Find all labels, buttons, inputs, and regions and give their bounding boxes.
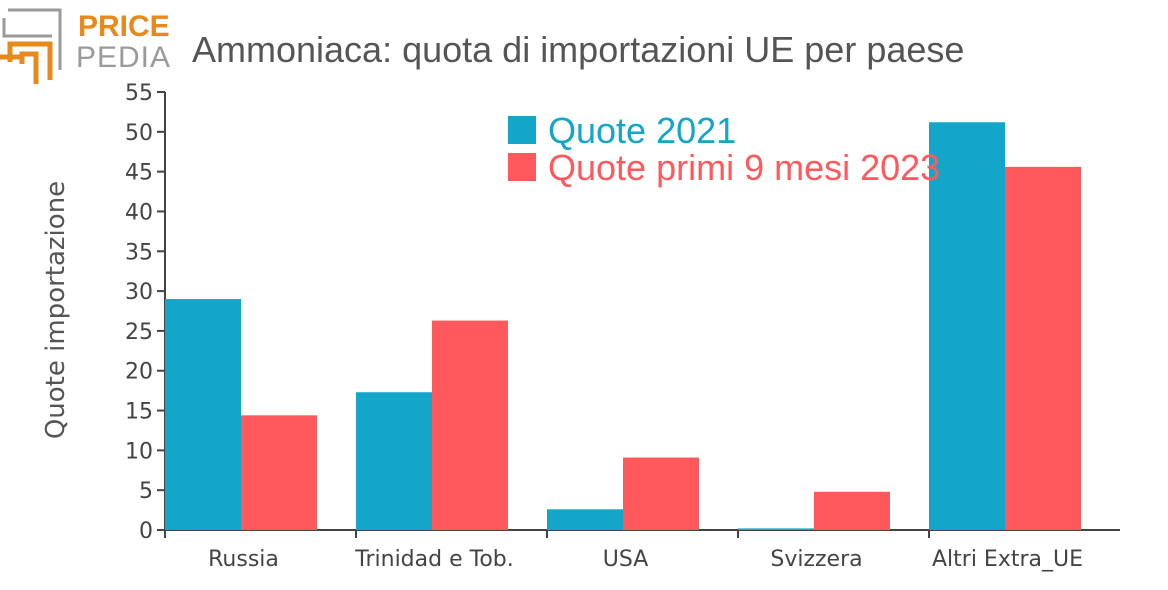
y-tick-label: 25 xyxy=(125,320,153,345)
y-ticks: 0 5 10 15 20 25 30 35 40 45 50 55 xyxy=(125,81,165,544)
bar-quote-2023-4 xyxy=(1005,166,1081,530)
bar-quote-2021-0 xyxy=(165,299,241,530)
y-tick-label: 35 xyxy=(125,240,153,265)
x-tick-label: USA xyxy=(603,547,649,572)
y-tick-label: 30 xyxy=(125,280,153,305)
logo-pedia-text: PEDIA xyxy=(76,41,171,74)
y-tick-label: 0 xyxy=(139,519,153,544)
x-tick-label: Svizzera xyxy=(770,547,862,572)
x-tick-label: Trinidad e Tob. xyxy=(354,547,513,572)
bar-quote-2023-1 xyxy=(432,320,508,530)
legend-label-quote-2023: Quote primi 9 mesi 2023 xyxy=(548,147,940,188)
legend: Quote 2021 Quote primi 9 mesi 2023 xyxy=(508,110,940,188)
bar-quote-2023-0 xyxy=(241,415,317,530)
logo-price-text: PRICE xyxy=(78,10,170,43)
y-tick-label: 40 xyxy=(125,200,153,225)
bar-quote-2023-2 xyxy=(623,457,699,530)
y-tick-label: 5 xyxy=(139,479,153,504)
bar-quote-2023-3 xyxy=(814,491,890,530)
chart-title: Ammoniaca: quota di importazioni UE per … xyxy=(192,29,964,70)
bar-quote-2021-2 xyxy=(547,509,623,530)
pricepedia-logo: PRICE PEDIA xyxy=(0,8,171,84)
logo-mark-icon xyxy=(0,8,62,84)
x-tick-label: Altri Extra_UE xyxy=(932,547,1083,572)
legend-label-quote-2021: Quote 2021 xyxy=(548,110,736,151)
legend-swatch-quote-2021 xyxy=(508,116,536,144)
y-tick-label: 50 xyxy=(125,121,153,146)
y-tick-label: 15 xyxy=(125,400,153,425)
bar-quote-2021-3 xyxy=(738,528,814,530)
x-tick-label: Russia xyxy=(208,547,279,572)
bars xyxy=(165,122,1081,531)
legend-swatch-quote-2023 xyxy=(508,153,536,181)
y-tick-label: 10 xyxy=(125,439,153,464)
x-ticks: Russia Trinidad e Tob. USA Svizzera Altri Ex… xyxy=(164,530,1083,572)
bar-quote-2021-4 xyxy=(929,122,1005,531)
y-tick-label: 20 xyxy=(125,360,153,385)
y-tick-label: 55 xyxy=(125,81,153,106)
y-tick-label: 45 xyxy=(125,161,153,186)
y-axis-label: Quote importazione xyxy=(41,181,71,439)
bar-quote-2021-1 xyxy=(356,392,432,530)
